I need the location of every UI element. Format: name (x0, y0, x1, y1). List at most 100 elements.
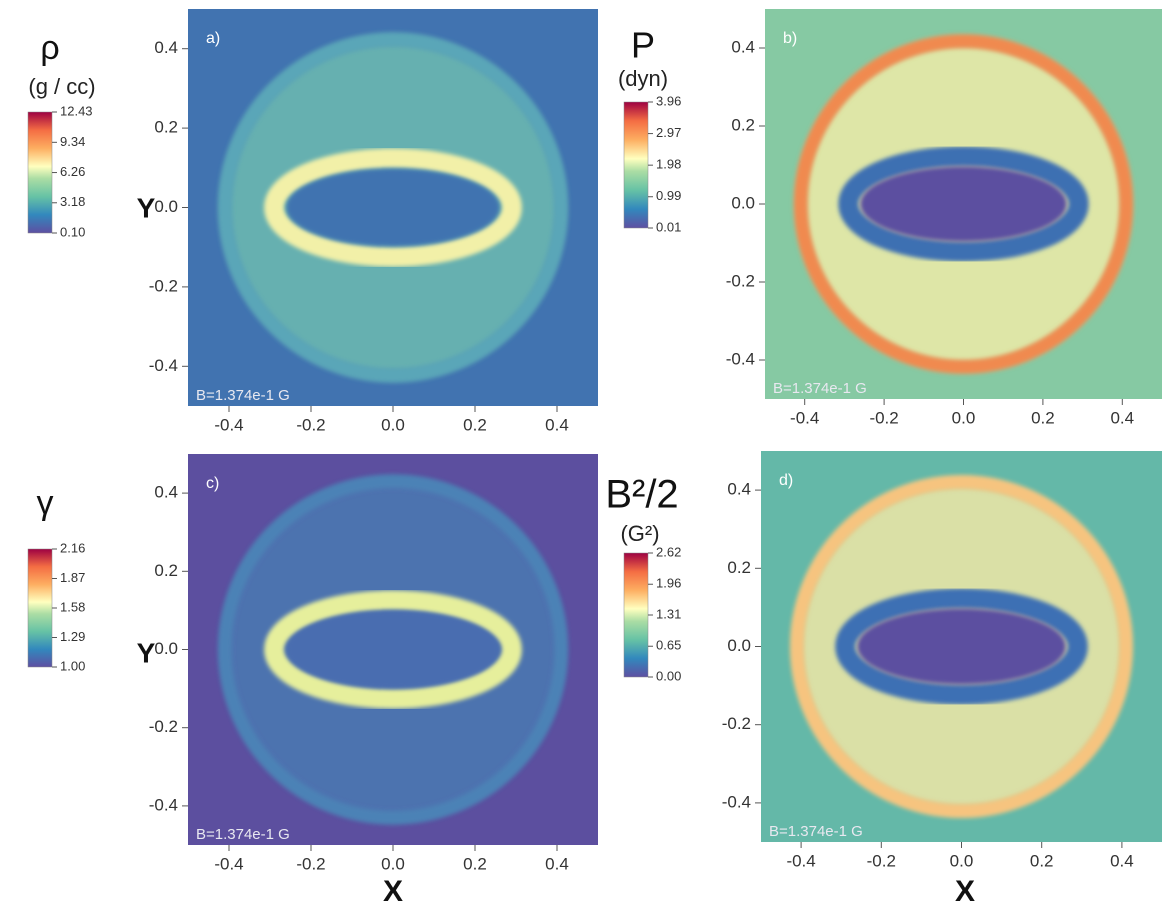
heatmap (761, 451, 1162, 842)
y-tick-label: -0.4 (149, 795, 178, 814)
shell-edge (217, 474, 569, 825)
x-tick-label: 0.2 (1031, 408, 1055, 427)
inner-ring (835, 588, 1088, 705)
shell-edge (217, 32, 569, 383)
colorbar-title: γ (37, 484, 54, 522)
y-tick-label: 0.2 (731, 115, 755, 134)
colorbar-tick-label: 3.96 (656, 93, 681, 108)
annotation: B=1.374e-1 G (773, 380, 867, 397)
x-tick-label: -0.2 (867, 851, 896, 870)
colorbar-tick-label: 2.97 (656, 125, 681, 140)
colorbar-tick-label: 1.87 (60, 570, 85, 585)
colorbar (27, 548, 53, 668)
x-tick-label: -0.2 (296, 415, 325, 434)
x-tick-label: -0.2 (869, 408, 898, 427)
x-axis-label: X (383, 875, 403, 908)
annotation: B=1.374e-1 G (769, 823, 863, 840)
panel-label: c) (206, 475, 219, 492)
colorbar-title: P (631, 25, 655, 66)
colorbar (623, 101, 649, 229)
x-tick-label: -0.4 (214, 854, 243, 873)
inner-core (286, 168, 500, 247)
y-axis-label: Y (137, 192, 156, 223)
x-tick-label: 0.4 (545, 854, 569, 873)
inner-core (860, 166, 1067, 242)
x-axis-label: X (955, 875, 975, 908)
colorbar-tick-label: 9.34 (60, 134, 85, 149)
colorbar-tick-label: 6.26 (60, 164, 85, 179)
inner-core (857, 608, 1066, 685)
colorbar-tick-label: 0.01 (656, 219, 681, 234)
colorbar-title: ρ (40, 29, 59, 67)
shell-edge (793, 34, 1134, 374)
y-tick-label: 0.0 (731, 193, 755, 212)
y-tick-label: -0.2 (149, 717, 178, 736)
shell-edge (790, 475, 1133, 818)
colorbar-tick-label: 2.16 (60, 540, 85, 555)
y-tick-label: 0.2 (727, 558, 751, 577)
colorbar-title: B²/2 (605, 473, 678, 517)
x-tick-label: -0.4 (786, 851, 815, 870)
colorbar-tick-label: 1.98 (656, 157, 681, 172)
x-tick-label: 0.4 (1110, 851, 1134, 870)
panel-label: b) (783, 30, 797, 47)
x-tick-label: -0.4 (214, 415, 243, 434)
x-tick-label: 0.4 (545, 415, 569, 434)
heatmap (188, 454, 598, 845)
x-tick-label: 0.0 (381, 415, 405, 434)
panel-label: a) (206, 30, 220, 47)
x-tick-label: 0.0 (950, 851, 974, 870)
colorbar-tick-label: 2.62 (656, 544, 681, 559)
colorbar-tick-label: 3.18 (60, 194, 85, 209)
annotation: B=1.374e-1 G (196, 387, 290, 404)
y-tick-label: 0.4 (154, 38, 178, 57)
y-tick-label: 0.4 (727, 480, 751, 499)
colorbar-tick-label: 0.99 (656, 188, 681, 203)
y-tick-label: 0.2 (154, 118, 178, 137)
y-tick-label: -0.2 (149, 276, 178, 295)
y-tick-label: -0.4 (149, 356, 178, 375)
colorbar-unit: (dyn) (618, 66, 668, 91)
colorbar-unit: (G²) (620, 521, 659, 546)
annotation: B=1.374e-1 G (196, 826, 290, 843)
colorbar-tick-label: 1.29 (60, 629, 85, 644)
x-tick-label: 0.0 (381, 854, 405, 873)
colorbar-tick-label: 12.43 (60, 103, 93, 118)
colorbar-unit: (g / cc) (28, 74, 95, 99)
heatmap (765, 9, 1162, 399)
x-tick-label: 0.2 (1030, 851, 1054, 870)
colorbar-tick-label: 0.00 (656, 668, 681, 683)
x-tick-label: 0.4 (1110, 408, 1134, 427)
y-tick-label: 0.4 (154, 483, 178, 502)
inner-ring (264, 590, 522, 709)
y-tick-label: 0.0 (154, 639, 178, 658)
colorbar-tick-label: 0.65 (656, 638, 681, 653)
y-tick-label: -0.2 (722, 714, 751, 733)
y-tick-label: -0.4 (722, 792, 751, 811)
x-tick-label: -0.2 (296, 854, 325, 873)
y-tick-label: -0.4 (726, 349, 755, 368)
y-tick-label: -0.2 (726, 271, 755, 290)
y-tick-label: 0.0 (727, 636, 751, 655)
colorbar-tick-label: 1.31 (656, 606, 681, 621)
colorbar (623, 552, 649, 678)
colorbar-tick-label: 1.00 (60, 658, 85, 673)
y-tick-label: 0.2 (154, 561, 178, 580)
colorbar-tick-label: 1.58 (60, 599, 85, 614)
colorbar-tick-label: 1.96 (656, 576, 681, 591)
colorbar (27, 111, 53, 234)
y-axis-label: Y (137, 637, 156, 668)
inner-core (286, 610, 500, 689)
inner-ring (838, 146, 1089, 262)
x-tick-label: 0.0 (952, 408, 976, 427)
colorbar-tick-label: 0.10 (60, 224, 85, 239)
y-tick-label: 0.0 (154, 197, 178, 216)
y-tick-label: 0.4 (731, 37, 755, 56)
x-tick-label: 0.2 (463, 415, 487, 434)
panel-label: d) (779, 472, 793, 489)
x-tick-label: -0.4 (790, 408, 819, 427)
x-tick-label: 0.2 (463, 854, 487, 873)
heatmap (188, 9, 598, 406)
inner-ring (264, 148, 522, 267)
